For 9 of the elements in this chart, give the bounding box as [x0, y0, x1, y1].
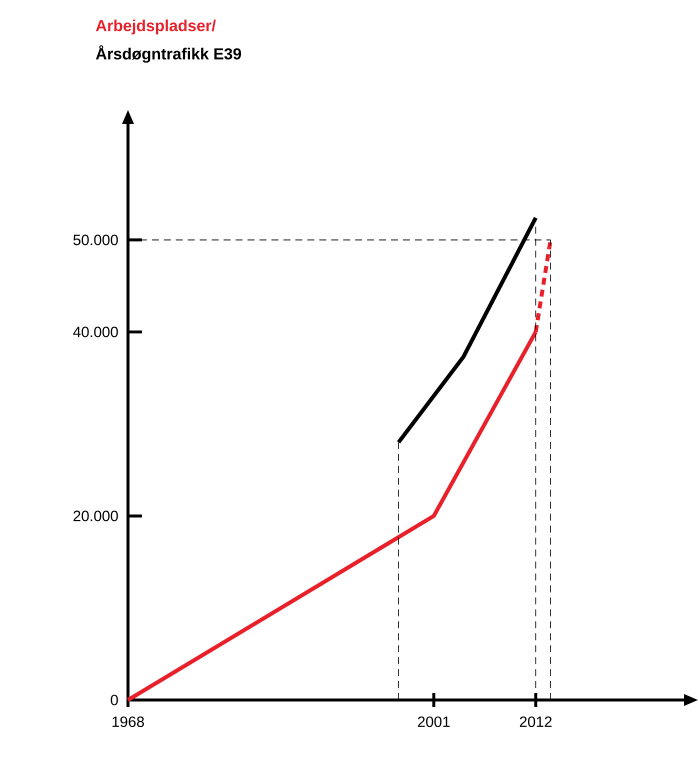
x-tick-label: 2012	[520, 716, 552, 728]
x-tick-label: 1968	[112, 716, 144, 728]
y-tick-label: 20.000	[74, 510, 118, 522]
y-tick-label: 40.000	[73, 326, 118, 338]
x-tick-label: 2001	[418, 716, 450, 728]
y-tick-label: 50.000	[73, 234, 118, 246]
y-tick-label: 0	[110, 694, 118, 706]
text: Årsdøgntrafikk E39	[96, 45, 242, 63]
text: Arbejdspladser/	[96, 20, 216, 34]
